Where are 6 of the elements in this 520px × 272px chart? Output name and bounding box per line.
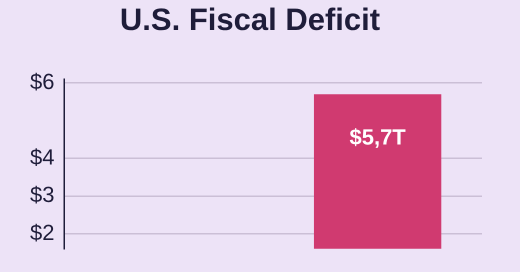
y-tick-label: $2 bbox=[30, 220, 54, 245]
chart-title: U.S. Fiscal Deficit bbox=[118, 2, 382, 38]
data-label: $5,7T bbox=[349, 124, 406, 150]
y-tick-label: $4 bbox=[30, 144, 54, 170]
y-tick-label: $6 bbox=[30, 69, 54, 94]
y-tick-label: $3 bbox=[30, 182, 54, 208]
